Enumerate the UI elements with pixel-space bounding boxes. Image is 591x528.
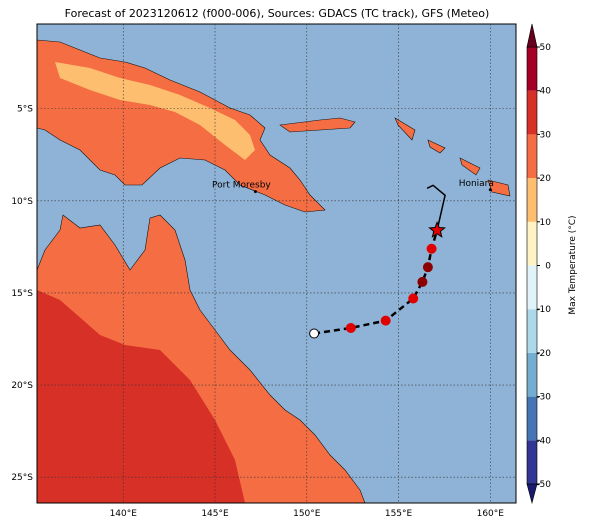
colorbar-tick-label: 30: [540, 130, 552, 140]
lon-label: 150°E: [293, 509, 321, 519]
place-dot: [253, 190, 257, 194]
colorbar-band: [527, 47, 537, 91]
colorbar-tick-label: -30: [536, 393, 551, 403]
colorbar-band: [527, 352, 537, 397]
colorbar-tick-label: -50: [536, 480, 551, 490]
island: [394, 117, 416, 141]
colorbar-tick-label: 0: [545, 262, 551, 272]
colorbar-extend: [526, 23, 538, 48]
lat-label: 25°S: [11, 473, 33, 483]
storm-marker: [380, 315, 391, 326]
map-frame: [36, 23, 517, 504]
colorbar-band: [527, 396, 537, 441]
colorbar-tick-label: -40: [536, 436, 551, 446]
lat-label: 15°S: [11, 289, 33, 299]
colorbar-band: [527, 440, 537, 484]
lon-label: 155°E: [385, 509, 413, 519]
lat-label: 20°S: [11, 381, 33, 391]
lon-label: 140°E: [110, 509, 138, 519]
colorbar-band: [527, 309, 537, 353]
lon-label: 145°E: [201, 509, 229, 519]
colorbar-tick-label: 10: [540, 218, 552, 228]
storm-marker: [417, 276, 428, 287]
storm-marker: [422, 262, 433, 273]
colorbar-tick-label: 20: [540, 174, 552, 184]
colorbar-tick-label: 40: [540, 87, 552, 97]
new-britain: [279, 117, 356, 133]
island: [487, 179, 511, 197]
lon-label: 160°E: [477, 509, 505, 519]
colorbar-band: [527, 134, 537, 179]
place-name: Port Moresby: [212, 181, 271, 191]
island: [427, 139, 446, 154]
colorbar-band: [527, 221, 537, 266]
place-name: Honiara: [459, 179, 494, 189]
colorbar-tick-label: -10: [536, 305, 551, 315]
island: [459, 157, 481, 176]
colorbar-tick-label: 50: [540, 43, 552, 53]
interior: [37, 290, 245, 503]
storm-marker: [426, 243, 437, 254]
colorbar-tick-label: -20: [536, 349, 551, 359]
lat-label: 10°S: [11, 197, 33, 207]
colorbar-band: [527, 178, 537, 222]
colorbar-label: Max Temperature (°C): [568, 215, 578, 314]
forecast-line: [426, 184, 446, 231]
track-line: [313, 229, 439, 335]
colorbar-band: [527, 90, 537, 135]
storm-marker: [345, 322, 356, 333]
map-area: [37, 24, 516, 503]
place-dot: [488, 188, 492, 192]
lat-label: 5°S: [17, 105, 33, 115]
storm-marker: [309, 328, 320, 339]
colorbar-band: [527, 265, 537, 310]
storm-star: [428, 220, 446, 238]
highlands: [55, 62, 255, 160]
title: Forecast of 2023120612 (f000-006), Sourc…: [65, 7, 490, 20]
storm-marker: [408, 293, 419, 304]
